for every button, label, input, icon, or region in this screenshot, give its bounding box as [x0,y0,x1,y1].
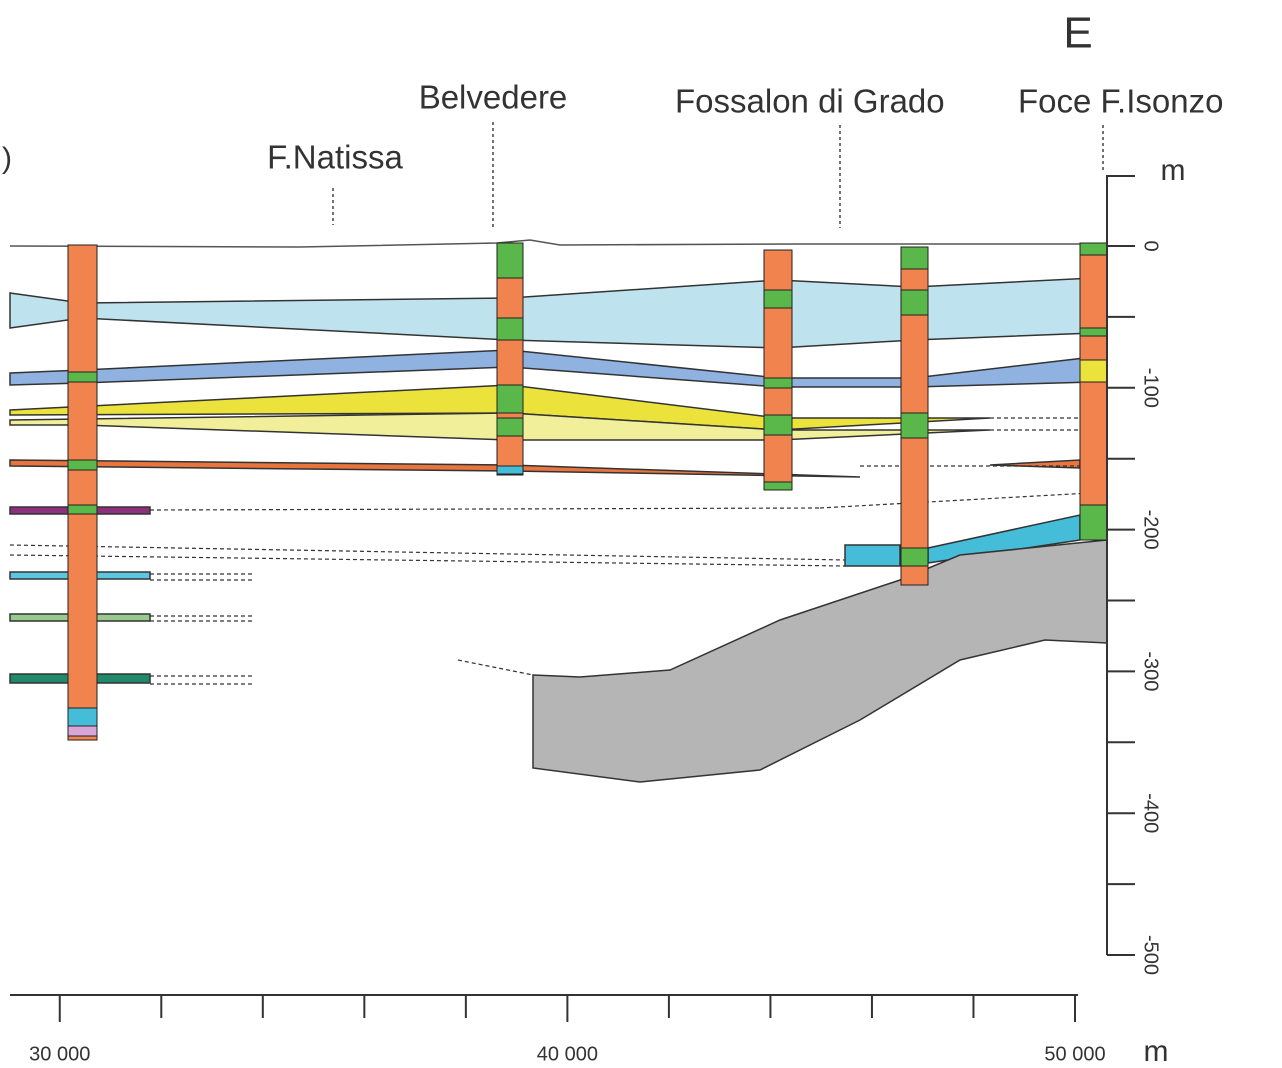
direction-label: E [1063,9,1092,58]
edge-fragment: ) [2,142,12,175]
station-label: Belvedere [419,79,568,116]
y-tick-label: -300 [1140,651,1162,691]
station-label: Foce F.Isonzo [1018,83,1223,120]
station-label: Fossalon di Grado [675,83,945,120]
y-tick-label: -500 [1140,935,1162,975]
depth-unit: m [1161,154,1186,187]
boreholes [67,242,1108,741]
dashed-correlations [9,417,1091,685]
station-markers [332,122,1104,228]
y-tick-label: 0 [1140,240,1162,251]
y-tick-label: -200 [1140,510,1162,550]
distance-unit: m [1144,1035,1169,1068]
ground-surface [9,239,1107,248]
x-tick-label: 30 000 [29,1043,90,1065]
y-tick-label: -400 [1140,793,1162,833]
y-tick-label: -100 [1140,368,1162,408]
station-label: F.Natissa [267,139,403,176]
x-tick-label: 50 000 [1044,1043,1105,1065]
layers [9,277,1108,783]
x-tick-label: 40 000 [537,1043,598,1065]
